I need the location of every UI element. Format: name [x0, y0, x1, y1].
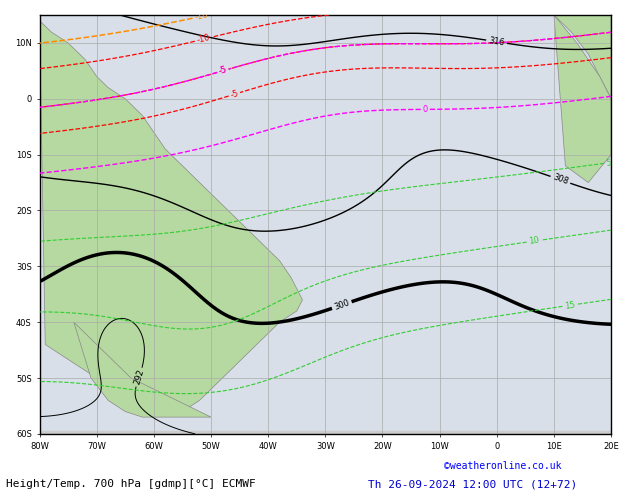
Text: 10: 10 [528, 236, 540, 246]
Text: 308: 308 [552, 173, 569, 187]
Text: 0: 0 [422, 105, 427, 114]
Text: 316: 316 [488, 36, 505, 48]
Text: -5: -5 [217, 65, 228, 76]
Text: ©weatheronline.co.uk: ©weatheronline.co.uk [444, 462, 561, 471]
Polygon shape [74, 322, 211, 417]
Polygon shape [39, 431, 611, 434]
Polygon shape [39, 21, 302, 412]
Polygon shape [554, 15, 611, 183]
Text: -10: -10 [196, 33, 211, 45]
Text: 300: 300 [333, 298, 351, 312]
Text: -10: -10 [194, 10, 209, 22]
Text: -5: -5 [229, 89, 240, 100]
Text: Th 26-09-2024 12:00 UTC (12+72): Th 26-09-2024 12:00 UTC (12+72) [368, 479, 577, 489]
Text: 292: 292 [133, 368, 146, 386]
Polygon shape [543, 15, 611, 99]
Text: -5: -5 [217, 65, 228, 76]
Text: Height/Temp. 700 hPa [gdmp][°C] ECMWF: Height/Temp. 700 hPa [gdmp][°C] ECMWF [6, 479, 256, 489]
Text: 15: 15 [564, 300, 576, 311]
Text: 5: 5 [605, 158, 611, 168]
